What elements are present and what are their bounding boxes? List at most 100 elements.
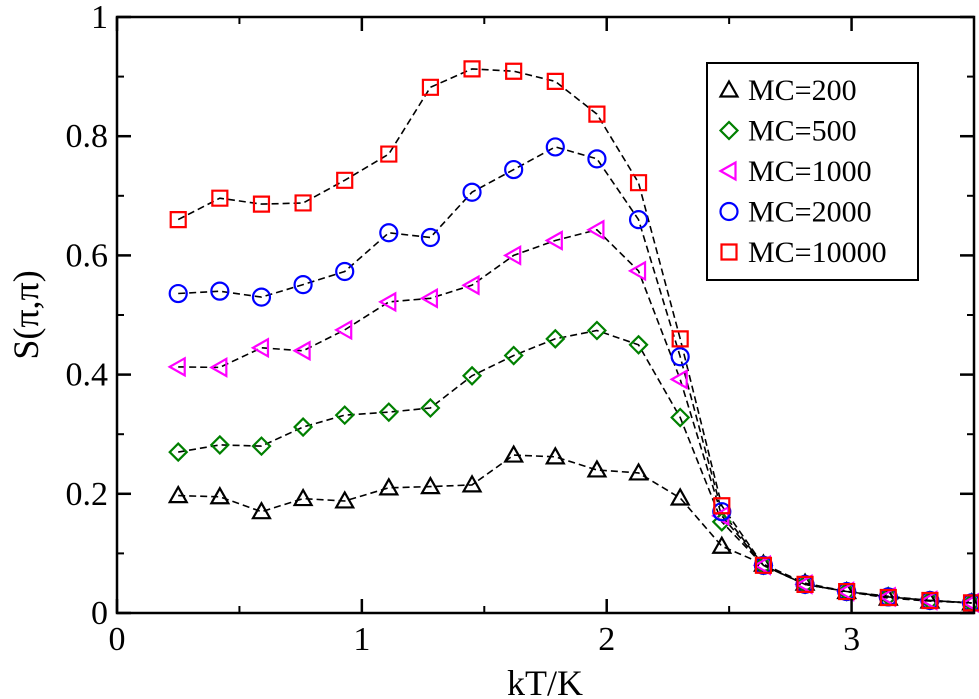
data-point-mc-10000 <box>505 62 523 80</box>
data-point-mc-500 <box>586 320 607 341</box>
x-tick-label: 1 <box>353 621 370 658</box>
data-point-mc-10000 <box>754 556 773 574</box>
data-point-mc-500 <box>209 434 230 455</box>
data-point-mc-200 <box>292 487 314 507</box>
data-point-mc-200 <box>628 462 649 481</box>
legend-label-mc-500: MC=500 <box>748 115 857 148</box>
x-tick-label: 0 <box>109 621 126 658</box>
data-point-mc-10000 <box>713 497 731 515</box>
data-point-mc-10000 <box>380 145 398 163</box>
data-point-mc-10000 <box>211 189 229 207</box>
data-point-mc-500 <box>251 436 272 457</box>
data-point-mc-10000 <box>879 588 897 607</box>
x-axis-title: kT/K <box>507 663 583 699</box>
data-point-mc-200 <box>544 446 566 465</box>
legend-marker-mc-1000 <box>718 160 737 182</box>
data-point-mc-10000 <box>169 211 187 229</box>
data-point-mc-200 <box>461 474 483 493</box>
data-point-mc-1000 <box>333 319 353 341</box>
legend-marker-mc-200 <box>718 79 740 98</box>
data-point-mc-2000 <box>210 281 230 301</box>
data-point-mc-10000 <box>796 575 814 593</box>
data-point-mc-500 <box>334 405 355 426</box>
data-point-mc-500 <box>545 328 566 349</box>
data-point-mc-10000 <box>629 174 648 192</box>
data-point-mc-1000 <box>167 356 186 378</box>
data-point-mc-2000 <box>545 137 565 157</box>
data-point-mc-200 <box>669 487 691 506</box>
data-point-mc-10000 <box>463 60 481 78</box>
data-point-mc-10000 <box>336 171 354 189</box>
data-point-mc-1000 <box>250 337 270 359</box>
plot-layer <box>167 60 979 614</box>
data-point-mc-2000 <box>168 283 188 304</box>
data-point-mc-10000 <box>921 591 939 610</box>
data-point-mc-2000 <box>504 159 524 180</box>
data-point-mc-2000 <box>335 261 355 282</box>
legend: MC=200 MC=500 MC=1000 MC=2000 MC=10000 <box>706 62 919 281</box>
data-point-mc-200 <box>251 500 272 520</box>
legend-label-mc-200: MC=200 <box>748 74 857 107</box>
data-point-mc-500 <box>420 397 441 419</box>
x-tick-label: 3 <box>843 621 860 658</box>
data-point-mc-1000 <box>544 230 563 251</box>
data-point-mc-500 <box>378 402 399 423</box>
x-tick-label: 2 <box>598 621 615 658</box>
data-point-mc-200 <box>378 477 400 496</box>
legend-label-mc-2000: MC=2000 <box>748 196 872 229</box>
series-line-mc-500 <box>178 329 972 604</box>
legend-label-mc-1000: MC=1000 <box>748 155 872 188</box>
data-point-mc-2000 <box>670 347 690 367</box>
data-point-mc-200 <box>711 535 733 554</box>
data-point-mc-1000 <box>627 260 647 282</box>
data-point-mc-2000 <box>420 227 441 248</box>
data-point-mc-10000 <box>671 330 689 348</box>
data-point-mc-200 <box>586 459 608 478</box>
data-point-mc-2000 <box>628 210 649 230</box>
legend-marker-mc-2000 <box>719 201 739 222</box>
data-point-mc-10000 <box>252 195 271 213</box>
data-point-mc-1000 <box>461 274 480 296</box>
data-point-mc-10000 <box>838 582 856 601</box>
data-point-mc-10000 <box>588 105 606 123</box>
data-point-mc-2000 <box>251 287 272 307</box>
data-point-mc-10000 <box>294 194 312 212</box>
legend-marker-mc-10000 <box>720 243 738 261</box>
data-point-mc-200 <box>167 484 189 504</box>
y-tick-label: 0.4 <box>66 357 109 394</box>
y-tick-label: 0.6 <box>66 237 109 274</box>
y-axis-title: S(π,π) <box>6 270 46 359</box>
legend-label-mc-10000: MC=10000 <box>748 236 887 269</box>
data-point-mc-200 <box>209 486 231 505</box>
data-point-mc-10000 <box>546 72 564 90</box>
data-point-mc-1000 <box>669 368 688 390</box>
y-tick-label: 0 <box>91 595 108 632</box>
axes-layer: 0 1 2 3 0 0.2 0.4 0.6 0.8 1 <box>66 0 974 658</box>
data-point-mc-1000 <box>502 245 522 266</box>
y-tick-label: 0.2 <box>66 476 109 513</box>
data-point-mc-1000 <box>419 287 439 309</box>
data-point-mc-200 <box>420 475 441 495</box>
data-point-mc-10000 <box>421 78 440 96</box>
data-point-mc-200 <box>503 444 525 463</box>
series-line-mc-200 <box>178 454 972 604</box>
data-point-mc-500 <box>628 334 649 355</box>
data-point-mc-2000 <box>462 182 482 202</box>
data-point-mc-500 <box>503 345 524 366</box>
data-point-mc-500 <box>293 416 314 438</box>
data-point-mc-1000 <box>586 219 605 241</box>
y-tick-label: 0.8 <box>66 118 109 155</box>
data-point-mc-1000 <box>292 340 311 362</box>
data-point-mc-500 <box>168 442 189 463</box>
data-point-mc-500 <box>461 365 483 386</box>
y-tick-label: 1 <box>91 0 108 36</box>
data-point-mc-200 <box>334 490 356 509</box>
data-point-mc-500 <box>670 407 691 428</box>
data-point-mc-2000 <box>379 223 399 243</box>
data-point-mc-2000 <box>587 149 607 169</box>
legend-marker-mc-500 <box>718 120 740 141</box>
data-point-mc-1000 <box>209 357 228 378</box>
series-line-mc-2000 <box>178 146 972 604</box>
data-point-mc-2000 <box>293 275 313 295</box>
